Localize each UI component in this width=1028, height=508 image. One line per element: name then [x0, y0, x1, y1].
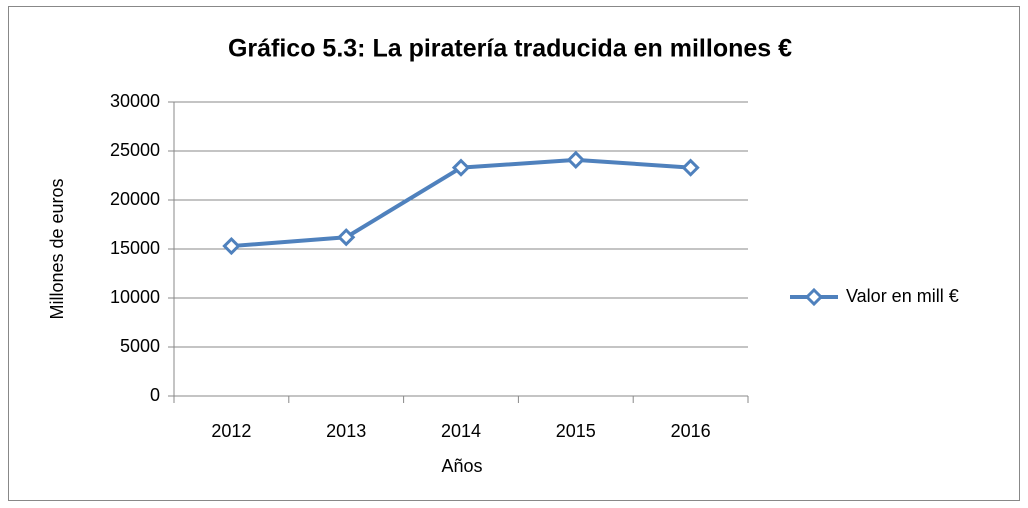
- marker: [451, 158, 471, 177]
- y-tick-label: 10000: [110, 287, 160, 307]
- chart-title: Gráfico 5.3: La piratería traducida en m…: [228, 35, 792, 63]
- x-tick-label: 2014: [441, 421, 481, 441]
- x-tick-label: 2012: [211, 421, 251, 441]
- x-tick-label: 2013: [326, 421, 366, 441]
- x-axis-label: Años: [441, 456, 482, 476]
- y-tick-label: 15000: [110, 238, 160, 258]
- legend-marker: [804, 287, 824, 307]
- y-tick-label: 25000: [110, 140, 160, 160]
- y-axis-label: Millones de euros: [47, 178, 67, 319]
- y-tick-label: 20000: [110, 189, 160, 209]
- marker: [222, 236, 241, 256]
- y-tick-label: 5000: [120, 336, 160, 356]
- marker: [566, 150, 585, 169]
- chart-frame: [8, 6, 1020, 501]
- x-tick-label: 2015: [556, 421, 596, 441]
- marker: [337, 228, 356, 247]
- marker: [681, 158, 700, 177]
- legend-label: Valor en mill €: [846, 286, 959, 306]
- y-tick-label: 0: [150, 385, 160, 405]
- x-tick-label: 2016: [671, 421, 711, 441]
- y-tick-label: 30000: [110, 91, 160, 111]
